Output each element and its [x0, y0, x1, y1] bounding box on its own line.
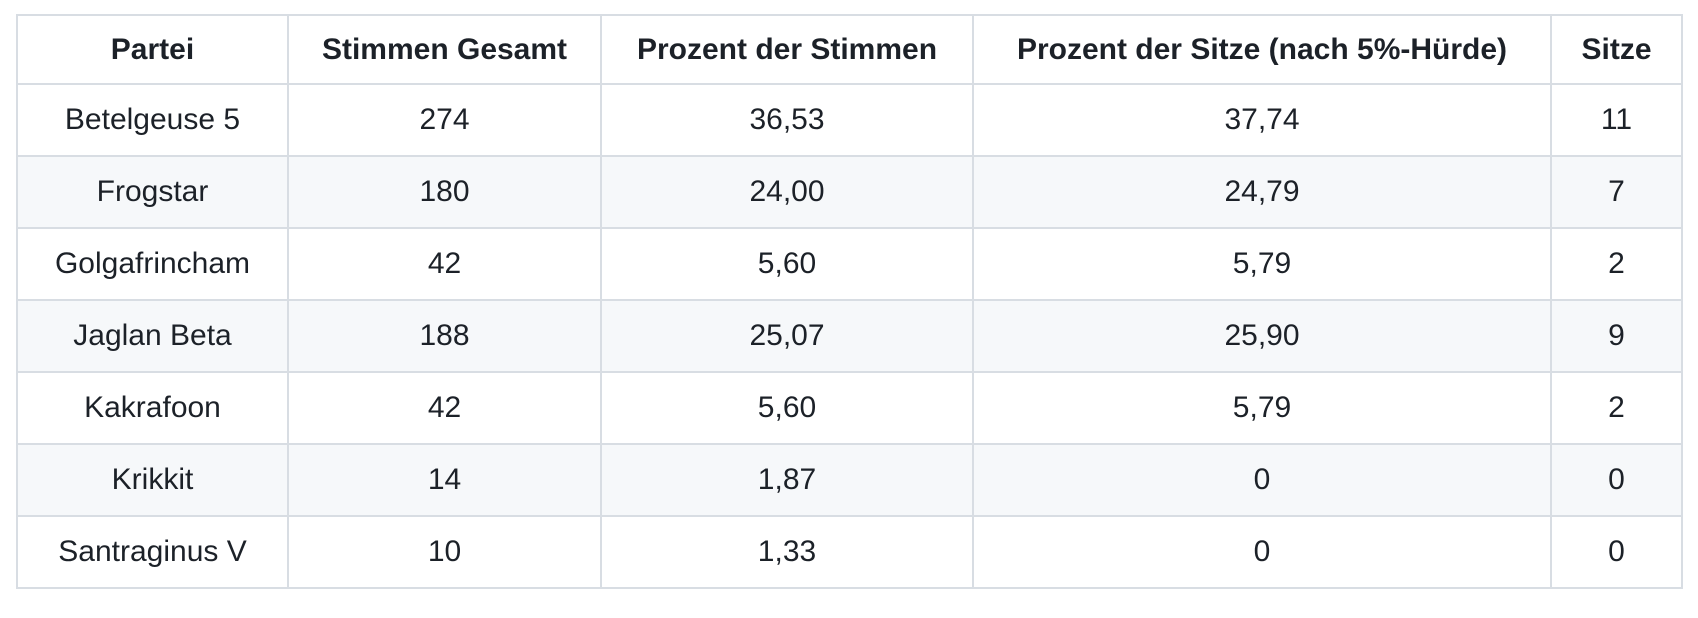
table-row: Santraginus V 10 1,33 0 0	[16, 515, 1683, 589]
table-row: Kakrafoon 42 5,60 5,79 2	[16, 371, 1683, 445]
table-cell-stimmen-gesamt: 10	[287, 515, 602, 589]
column-header-prozent-der-sitze: Prozent der Sitze (nach 5%-Hürde)	[972, 14, 1552, 85]
table-cell-prozent-der-stimmen: 36,53	[600, 83, 974, 157]
table-cell-partei: Santraginus V	[16, 515, 289, 589]
table-cell-sitze: 9	[1550, 299, 1683, 373]
table-cell-prozent-der-sitze: 0	[972, 443, 1552, 517]
table-cell-prozent-der-sitze: 0	[972, 515, 1552, 589]
header-row: Partei Stimmen Gesamt Prozent der Stimmen P…	[16, 14, 1683, 85]
table-row: Frogstar 180 24,00 24,79 7	[16, 155, 1683, 229]
table-cell-sitze: 0	[1550, 515, 1683, 589]
table-cell-prozent-der-sitze: 5,79	[972, 227, 1552, 301]
table-cell-prozent-der-sitze: 25,90	[972, 299, 1552, 373]
table-body: Betelgeuse 5 274 36,53 37,74 11 Frogstar 180 24…	[16, 83, 1683, 589]
column-header-prozent-der-stimmen: Prozent der Stimmen	[600, 14, 974, 85]
table-cell-prozent-der-stimmen: 1,33	[600, 515, 974, 589]
table-cell-stimmen-gesamt: 42	[287, 371, 602, 445]
table-row: Jaglan Beta 188 25,07 25,90 9	[16, 299, 1683, 373]
table-cell-sitze: 2	[1550, 371, 1683, 445]
table-cell-prozent-der-sitze: 24,79	[972, 155, 1552, 229]
table-cell-prozent-der-stimmen: 1,87	[600, 443, 974, 517]
table-cell-partei: Jaglan Beta	[16, 299, 289, 373]
table-cell-stimmen-gesamt: 274	[287, 83, 602, 157]
column-header-sitze: Sitze	[1550, 14, 1683, 85]
table-cell-sitze: 7	[1550, 155, 1683, 229]
table-cell-sitze: 0	[1550, 443, 1683, 517]
table-row: Betelgeuse 5 274 36,53 37,74 11	[16, 83, 1683, 157]
table-cell-sitze: 11	[1550, 83, 1683, 157]
table-cell-partei: Betelgeuse 5	[16, 83, 289, 157]
table-row: Krikkit 14 1,87 0 0	[16, 443, 1683, 517]
table-cell-prozent-der-sitze: 5,79	[972, 371, 1552, 445]
election-results-table: Partei Stimmen Gesamt Prozent der Stimmen P…	[16, 14, 1683, 589]
table-cell-stimmen-gesamt: 42	[287, 227, 602, 301]
table-cell-prozent-der-stimmen: 24,00	[600, 155, 974, 229]
table-cell-partei: Krikkit	[16, 443, 289, 517]
table-cell-stimmen-gesamt: 188	[287, 299, 602, 373]
table-cell-stimmen-gesamt: 180	[287, 155, 602, 229]
table-cell-partei: Kakrafoon	[16, 371, 289, 445]
table-cell-stimmen-gesamt: 14	[287, 443, 602, 517]
table-cell-prozent-der-stimmen: 5,60	[600, 227, 974, 301]
column-header-stimmen-gesamt: Stimmen Gesamt	[287, 14, 602, 85]
table-cell-partei: Frogstar	[16, 155, 289, 229]
table-row: Golgafrincham 42 5,60 5,79 2	[16, 227, 1683, 301]
table-cell-sitze: 2	[1550, 227, 1683, 301]
table-cell-partei: Golgafrincham	[16, 227, 289, 301]
table-cell-prozent-der-stimmen: 5,60	[600, 371, 974, 445]
table-cell-prozent-der-stimmen: 25,07	[600, 299, 974, 373]
column-header-partei: Partei	[16, 14, 289, 85]
table-cell-prozent-der-sitze: 37,74	[972, 83, 1552, 157]
